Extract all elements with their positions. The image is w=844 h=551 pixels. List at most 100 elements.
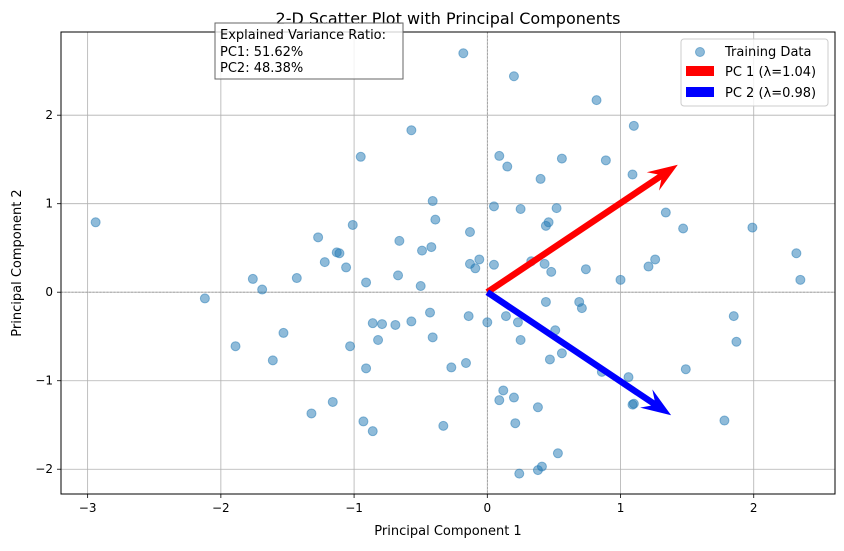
data-point [361,363,372,374]
data-point [319,257,330,268]
data-point [556,153,567,164]
data-point [510,418,521,429]
pc1-arrow [485,164,678,295]
data-point [267,355,278,366]
y-tick-label: 0 [45,285,53,299]
legend-label-training: Training Data [724,45,811,60]
data-point [355,151,366,162]
annotation-line: Explained Variance Ratio: [220,28,386,43]
data-point [731,336,742,347]
x-tick-label: 0 [483,501,491,515]
data-point [406,316,417,327]
y-tick-label: −1 [35,374,53,388]
data-point [728,311,739,322]
x-tick-label: −2 [212,501,230,515]
data-point [540,220,551,231]
data-point [539,258,550,269]
scatter-points [90,48,806,479]
data-point [600,155,611,166]
plot-frame [60,31,836,495]
annotation-line: PC1: 51.62% [220,45,303,60]
data-point [334,248,345,259]
data-point [576,303,587,314]
data-point [199,293,210,304]
legend-marker-training [695,47,705,57]
data-point [90,217,101,228]
data-point [470,263,481,274]
data-point [546,266,557,277]
data-point [540,296,551,307]
data-point [591,95,602,106]
data-point [551,203,562,214]
data-point [458,48,469,59]
variance-annotation-box: Explained Variance Ratio: PC1: 51.62% PC… [214,22,404,80]
data-point [791,248,802,259]
data-point [482,317,493,328]
data-point [377,319,388,330]
data-point [580,264,591,275]
data-point [438,420,449,431]
data-point [719,415,730,426]
data-point [430,214,441,225]
data-point [406,125,417,136]
data-point [615,274,626,285]
data-point [678,223,689,234]
data-point [427,332,438,343]
data-point [650,254,661,265]
data-point [532,402,543,413]
y-tick-label: 1 [45,197,53,211]
x-tick-label: 2 [750,501,758,515]
data-point [327,396,338,407]
x-axis-ticks: −3 −2 −1 0 1 2 [79,494,758,515]
x-axis-label: Principal Component 1 [374,524,521,539]
data-point [795,274,806,285]
data-point [628,120,639,131]
data-point [415,281,426,292]
y-axis-label: Principal Component 2 [10,189,25,336]
data-point [347,219,358,230]
data-point [247,273,258,284]
pc2-arrow [485,289,672,416]
data-point [417,245,428,256]
data-point [367,426,378,437]
data-point [747,222,758,233]
data-point [278,327,289,338]
data-point [515,335,526,345]
data-point [257,284,268,295]
data-point [463,311,474,322]
y-axis-ticks: −2 −1 0 1 2 [35,108,61,476]
data-point [291,273,302,284]
data-point [446,362,457,373]
data-point [535,173,546,184]
data-point [660,207,671,218]
data-point [425,307,436,318]
pc-arrows [485,164,678,416]
data-point [508,71,519,82]
data-point [230,341,241,352]
data-point [345,341,356,352]
data-point [390,319,401,330]
y-tick-label: −2 [35,462,53,476]
data-point [508,392,519,403]
data-point [464,227,475,238]
data-point [306,408,317,419]
legend-swatch-pc2 [686,87,714,97]
data-point [556,348,567,359]
data-point [474,254,485,265]
data-point [552,448,563,459]
data-point [494,150,505,161]
data-point [627,169,638,180]
data-point [515,204,526,215]
data-point [394,235,405,246]
data-point [488,201,499,212]
legend-swatch-pc1 [686,66,714,76]
data-point [313,232,324,243]
zero-lines [61,32,835,494]
data-point [643,261,654,272]
legend-label-pc1: PC 1 (λ=1.04) [725,65,816,80]
annotation-line: PC2: 48.38% [220,61,303,76]
data-point [427,196,438,207]
data-point [488,259,499,270]
x-tick-label: 1 [617,501,625,515]
data-point [341,262,352,273]
